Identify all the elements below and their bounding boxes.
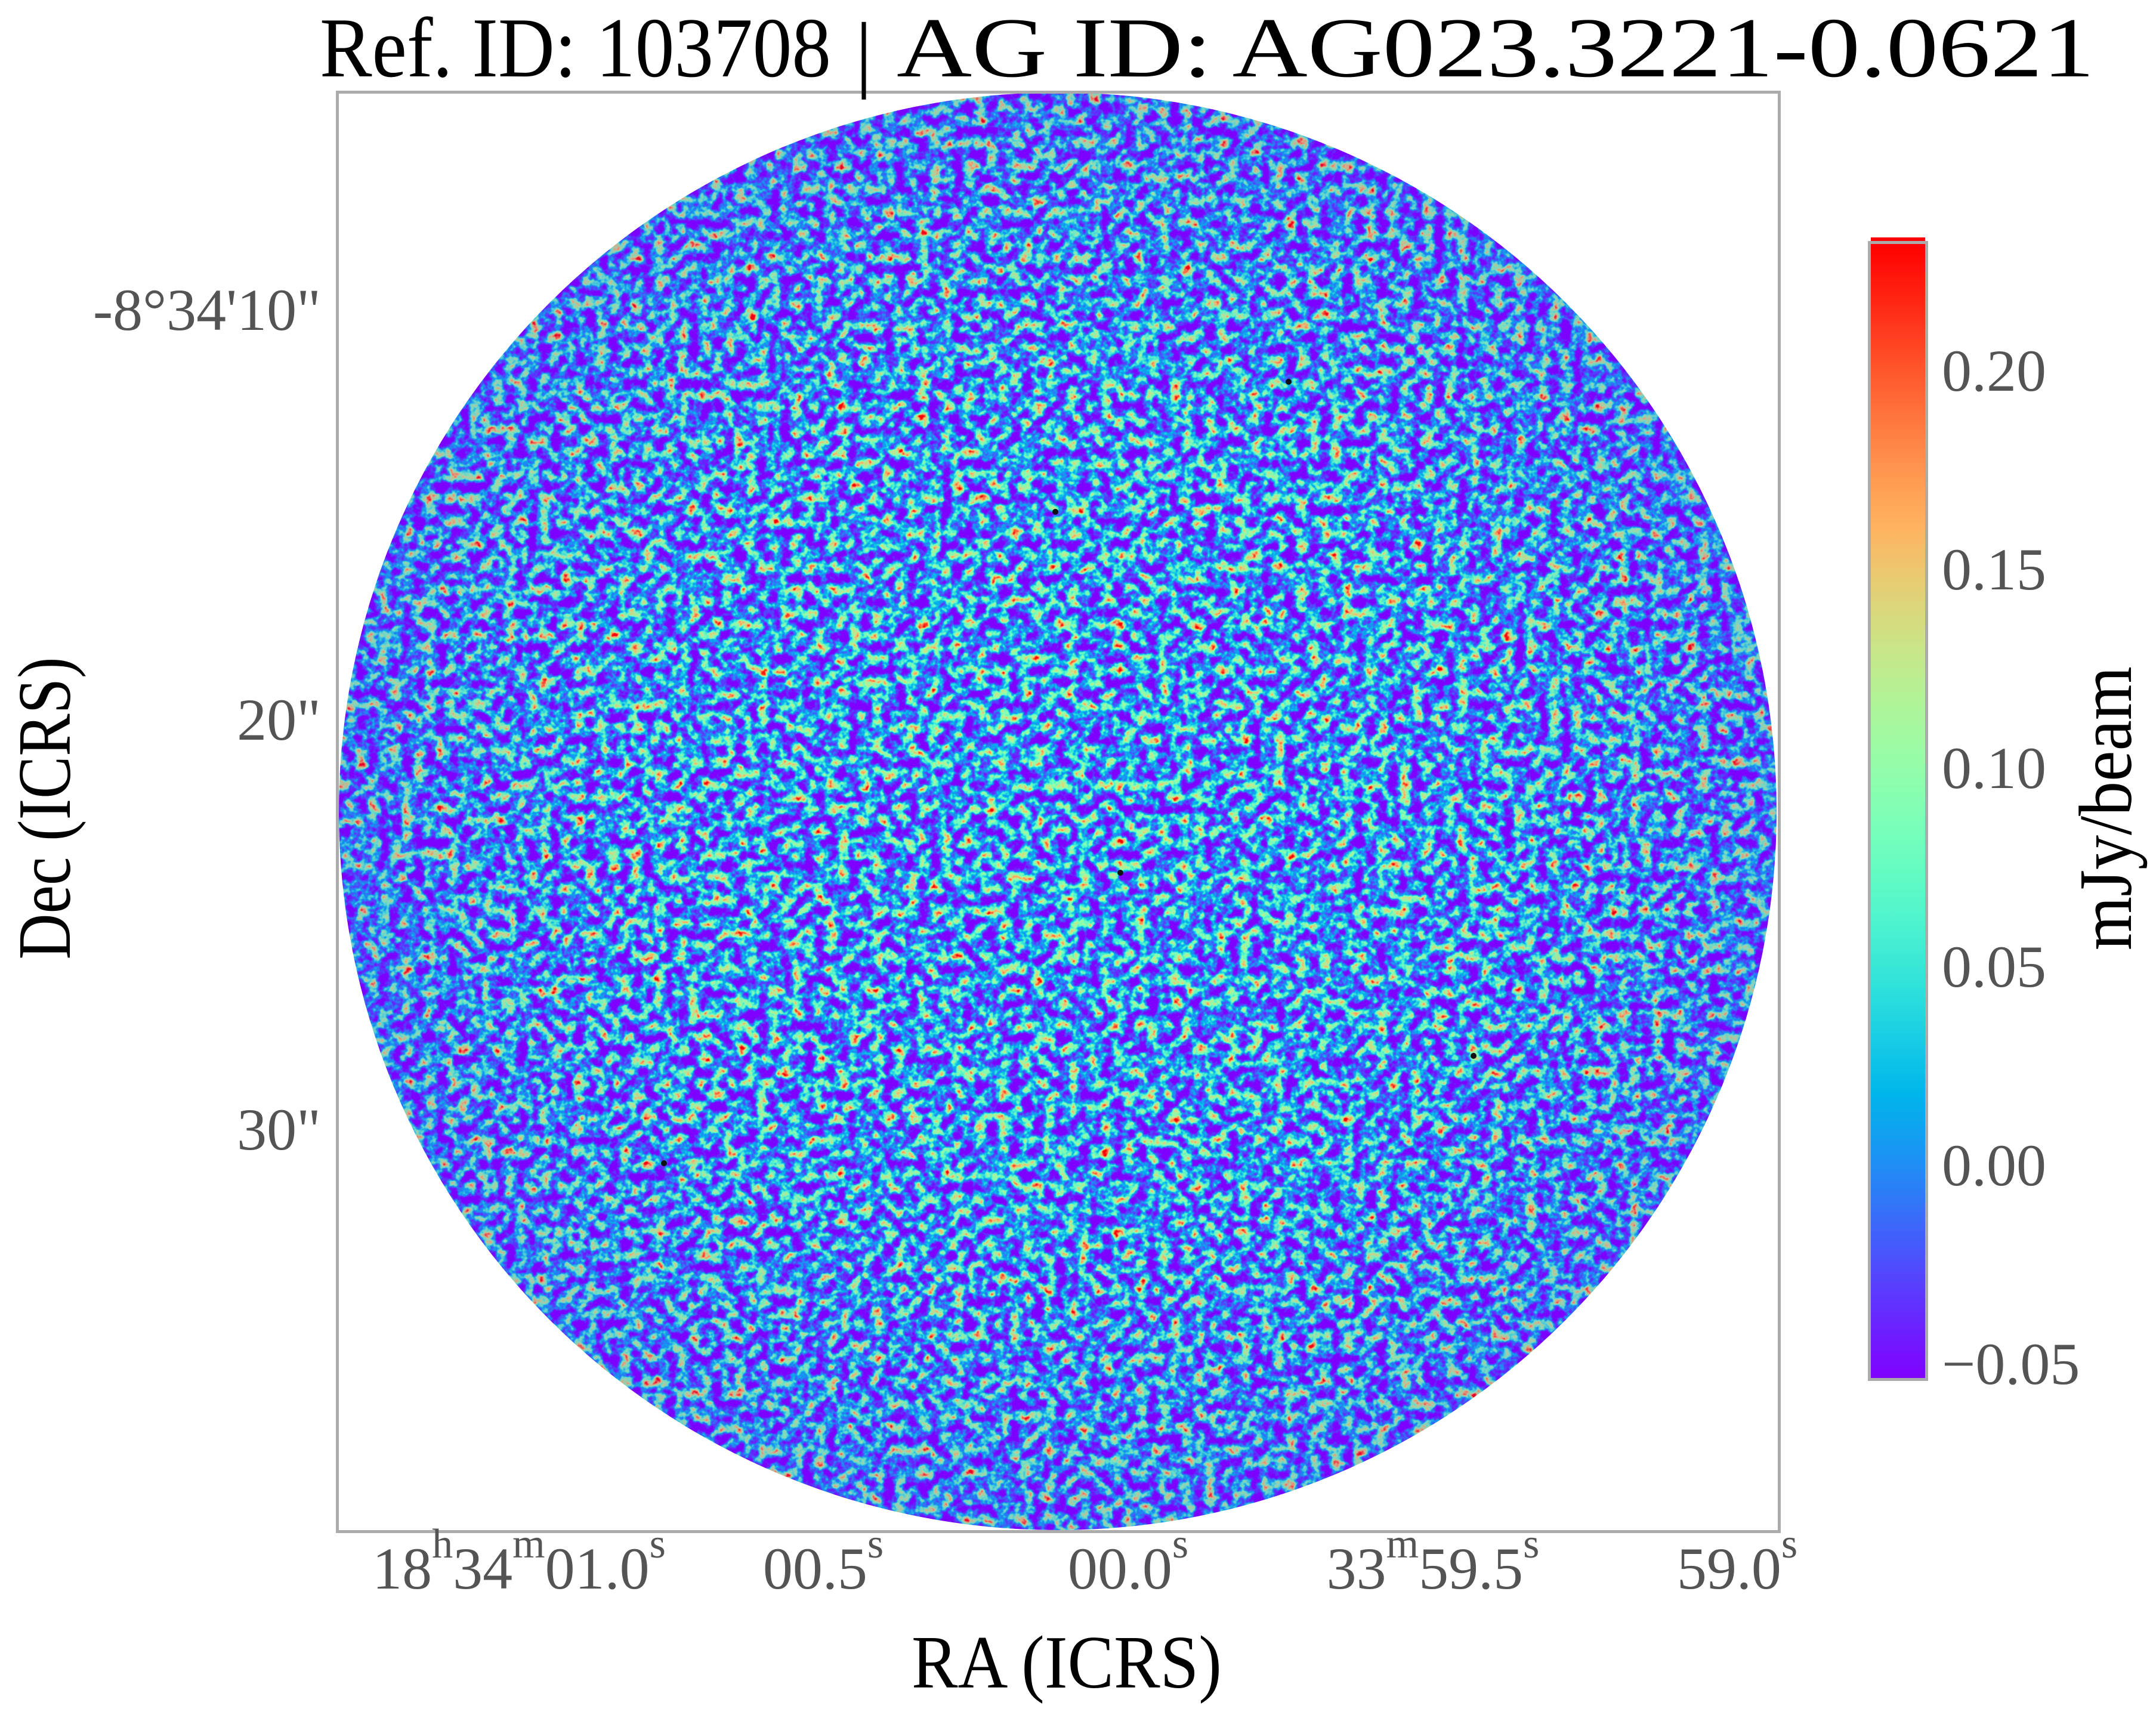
svg-text:-8°34'10": -8°34'10" xyxy=(93,277,321,343)
svg-text:0.15: 0.15 xyxy=(1942,536,2046,602)
svg-text:00.5s: 00.5s xyxy=(763,1521,884,1602)
svg-text:18h34m01.0s: 18h34m01.0s xyxy=(372,1521,666,1602)
svg-text:59.0s: 59.0s xyxy=(1677,1521,1797,1602)
svg-text:0.00: 0.00 xyxy=(1942,1132,2046,1198)
svg-text:Dec (ICRS): Dec (ICRS) xyxy=(4,657,87,960)
svg-text:RA (ICRS): RA (ICRS) xyxy=(912,1621,1222,1704)
svg-text:00.0s: 00.0s xyxy=(1068,1521,1188,1602)
svg-text:|: | xyxy=(855,5,873,100)
svg-text:0.10: 0.10 xyxy=(1942,735,2046,801)
svg-text:20": 20" xyxy=(237,687,321,753)
svg-text:AG ID: AG023.3221-0.0621: AG ID: AG023.3221-0.0621 xyxy=(897,1,2095,95)
svg-text:0.20: 0.20 xyxy=(1942,338,2046,404)
svg-text:30": 30" xyxy=(237,1096,321,1163)
svg-text:0.05: 0.05 xyxy=(1942,934,2046,1000)
svg-text:Ref. ID: 103708: Ref. ID: 103708 xyxy=(320,1,831,95)
svg-text:33m59.5s: 33m59.5s xyxy=(1327,1521,1540,1602)
svg-text:−0.05: −0.05 xyxy=(1942,1331,2080,1397)
svg-text:mJy/beam: mJy/beam xyxy=(2065,666,2148,950)
